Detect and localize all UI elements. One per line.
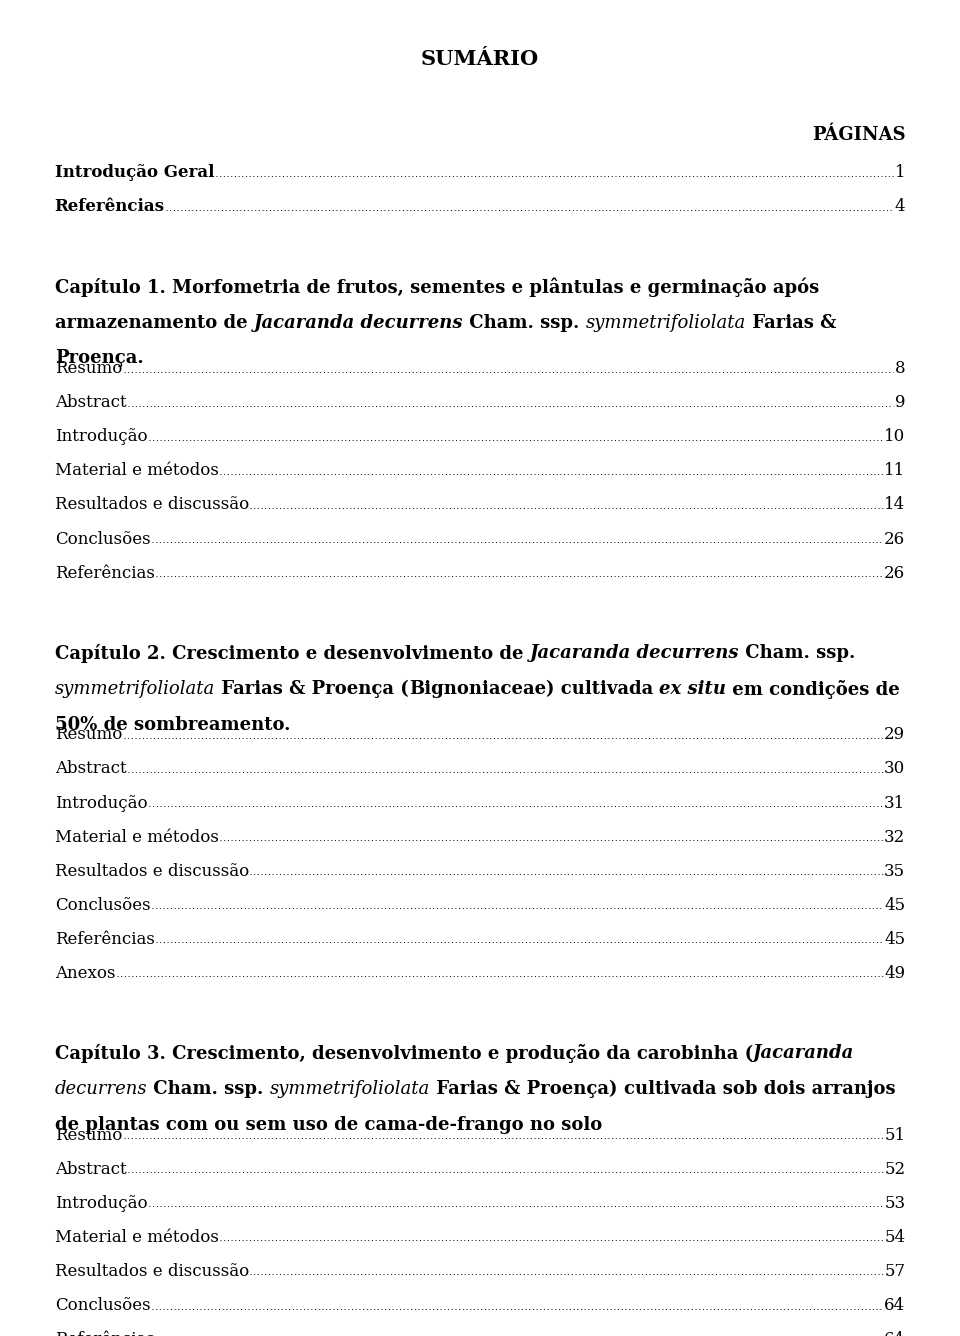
Text: Referências: Referências <box>55 565 155 581</box>
Text: 32: 32 <box>884 828 905 846</box>
Text: ex situ: ex situ <box>660 680 727 697</box>
Text: Referências: Referências <box>55 931 155 947</box>
Text: 10: 10 <box>884 429 905 445</box>
Text: 35: 35 <box>884 863 905 879</box>
Text: Farias & Proença (: Farias & Proença ( <box>215 680 409 699</box>
Text: Abstract: Abstract <box>55 760 127 778</box>
Text: Introdução: Introdução <box>55 1194 147 1212</box>
Text: 26: 26 <box>884 530 905 548</box>
Text: Material e métodos: Material e métodos <box>55 828 219 846</box>
Text: Resultados e discussão: Resultados e discussão <box>55 497 249 513</box>
Text: Resultados e discussão: Resultados e discussão <box>55 1263 249 1280</box>
Text: ) cultivada: ) cultivada <box>546 680 660 697</box>
Text: SUMÁRIO: SUMÁRIO <box>420 49 540 69</box>
Text: 30: 30 <box>884 760 905 778</box>
Text: 53: 53 <box>884 1194 905 1212</box>
Text: Capítulo 3. Crescimento, desenvolvimento e produção da carobinha (: Capítulo 3. Crescimento, desenvolvimento… <box>55 1045 753 1063</box>
Text: Farias &: Farias & <box>746 314 836 331</box>
Text: Jacaranda decurrens: Jacaranda decurrens <box>253 314 463 331</box>
Text: cultivada sob dois arranjos: cultivada sob dois arranjos <box>624 1079 896 1098</box>
Text: Capítulo 2. Crescimento e desenvolvimento de: Capítulo 2. Crescimento e desenvolviment… <box>55 644 530 663</box>
Text: Capítulo 1. Morfometria de frutos, sementes e plântulas e germinação após: Capítulo 1. Morfometria de frutos, semen… <box>55 278 819 298</box>
Text: 29: 29 <box>884 727 905 743</box>
Text: Abstract: Abstract <box>55 394 127 411</box>
Text: symmetrifoliolata: symmetrifoliolata <box>586 314 746 331</box>
Text: 9: 9 <box>895 394 905 411</box>
Text: 54: 54 <box>884 1229 905 1246</box>
Text: Material e métodos: Material e métodos <box>55 1229 219 1246</box>
Text: Jacaranda: Jacaranda <box>753 1045 854 1062</box>
Text: em condições de: em condições de <box>727 680 900 699</box>
Text: 64: 64 <box>884 1331 905 1336</box>
Text: 8: 8 <box>895 361 905 377</box>
Text: 14: 14 <box>884 497 905 513</box>
Text: Introdução: Introdução <box>55 795 147 811</box>
Text: Resultados e discussão: Resultados e discussão <box>55 863 249 879</box>
Text: 52: 52 <box>884 1161 905 1178</box>
Text: PÁGINAS: PÁGINAS <box>811 126 905 143</box>
Text: de plantas com ou sem uso de cama-de-frango no solo: de plantas com ou sem uso de cama-de-fra… <box>55 1116 602 1134</box>
Text: Conclusões: Conclusões <box>55 1297 151 1315</box>
Text: 1: 1 <box>895 164 905 182</box>
Text: Jacaranda decurrens: Jacaranda decurrens <box>530 644 739 663</box>
Text: 4: 4 <box>895 198 905 215</box>
Text: Bignoniaceae: Bignoniaceae <box>409 680 546 697</box>
Text: Conclusões: Conclusões <box>55 530 151 548</box>
Text: Introdução: Introdução <box>55 429 147 445</box>
Text: Referências: Referências <box>55 1331 155 1336</box>
Text: 50% de sombreamento.: 50% de sombreamento. <box>55 716 290 733</box>
Text: Material e métodos: Material e métodos <box>55 462 219 480</box>
Text: 64: 64 <box>884 1297 905 1315</box>
Text: 31: 31 <box>884 795 905 811</box>
Text: 11: 11 <box>884 462 905 480</box>
Text: Cham. ssp.: Cham. ssp. <box>463 314 586 331</box>
Text: 49: 49 <box>884 965 905 982</box>
Text: Referências: Referências <box>55 198 165 215</box>
Text: Resumo: Resumo <box>55 361 122 377</box>
Text: Resumo: Resumo <box>55 1126 122 1144</box>
Text: Cham. ssp.: Cham. ssp. <box>147 1079 270 1098</box>
Text: symmetrifoliolata: symmetrifoliolata <box>270 1079 430 1098</box>
Text: Conclusões: Conclusões <box>55 896 151 914</box>
Text: 26: 26 <box>884 565 905 581</box>
Text: Introdução Geral: Introdução Geral <box>55 164 214 182</box>
Text: 45: 45 <box>884 896 905 914</box>
Text: Proença.: Proença. <box>55 350 143 367</box>
Text: Farias & Proença): Farias & Proença) <box>430 1079 624 1098</box>
Text: Cham. ssp.: Cham. ssp. <box>739 644 855 663</box>
Text: Abstract: Abstract <box>55 1161 127 1178</box>
Text: 45: 45 <box>884 931 905 947</box>
Text: 51: 51 <box>884 1126 905 1144</box>
Text: armazenamento de: armazenamento de <box>55 314 253 331</box>
Text: 57: 57 <box>884 1263 905 1280</box>
Text: Resumo: Resumo <box>55 727 122 743</box>
Text: symmetrifoliolata: symmetrifoliolata <box>55 680 215 697</box>
Text: decurrens: decurrens <box>55 1079 147 1098</box>
Text: Anexos: Anexos <box>55 965 115 982</box>
